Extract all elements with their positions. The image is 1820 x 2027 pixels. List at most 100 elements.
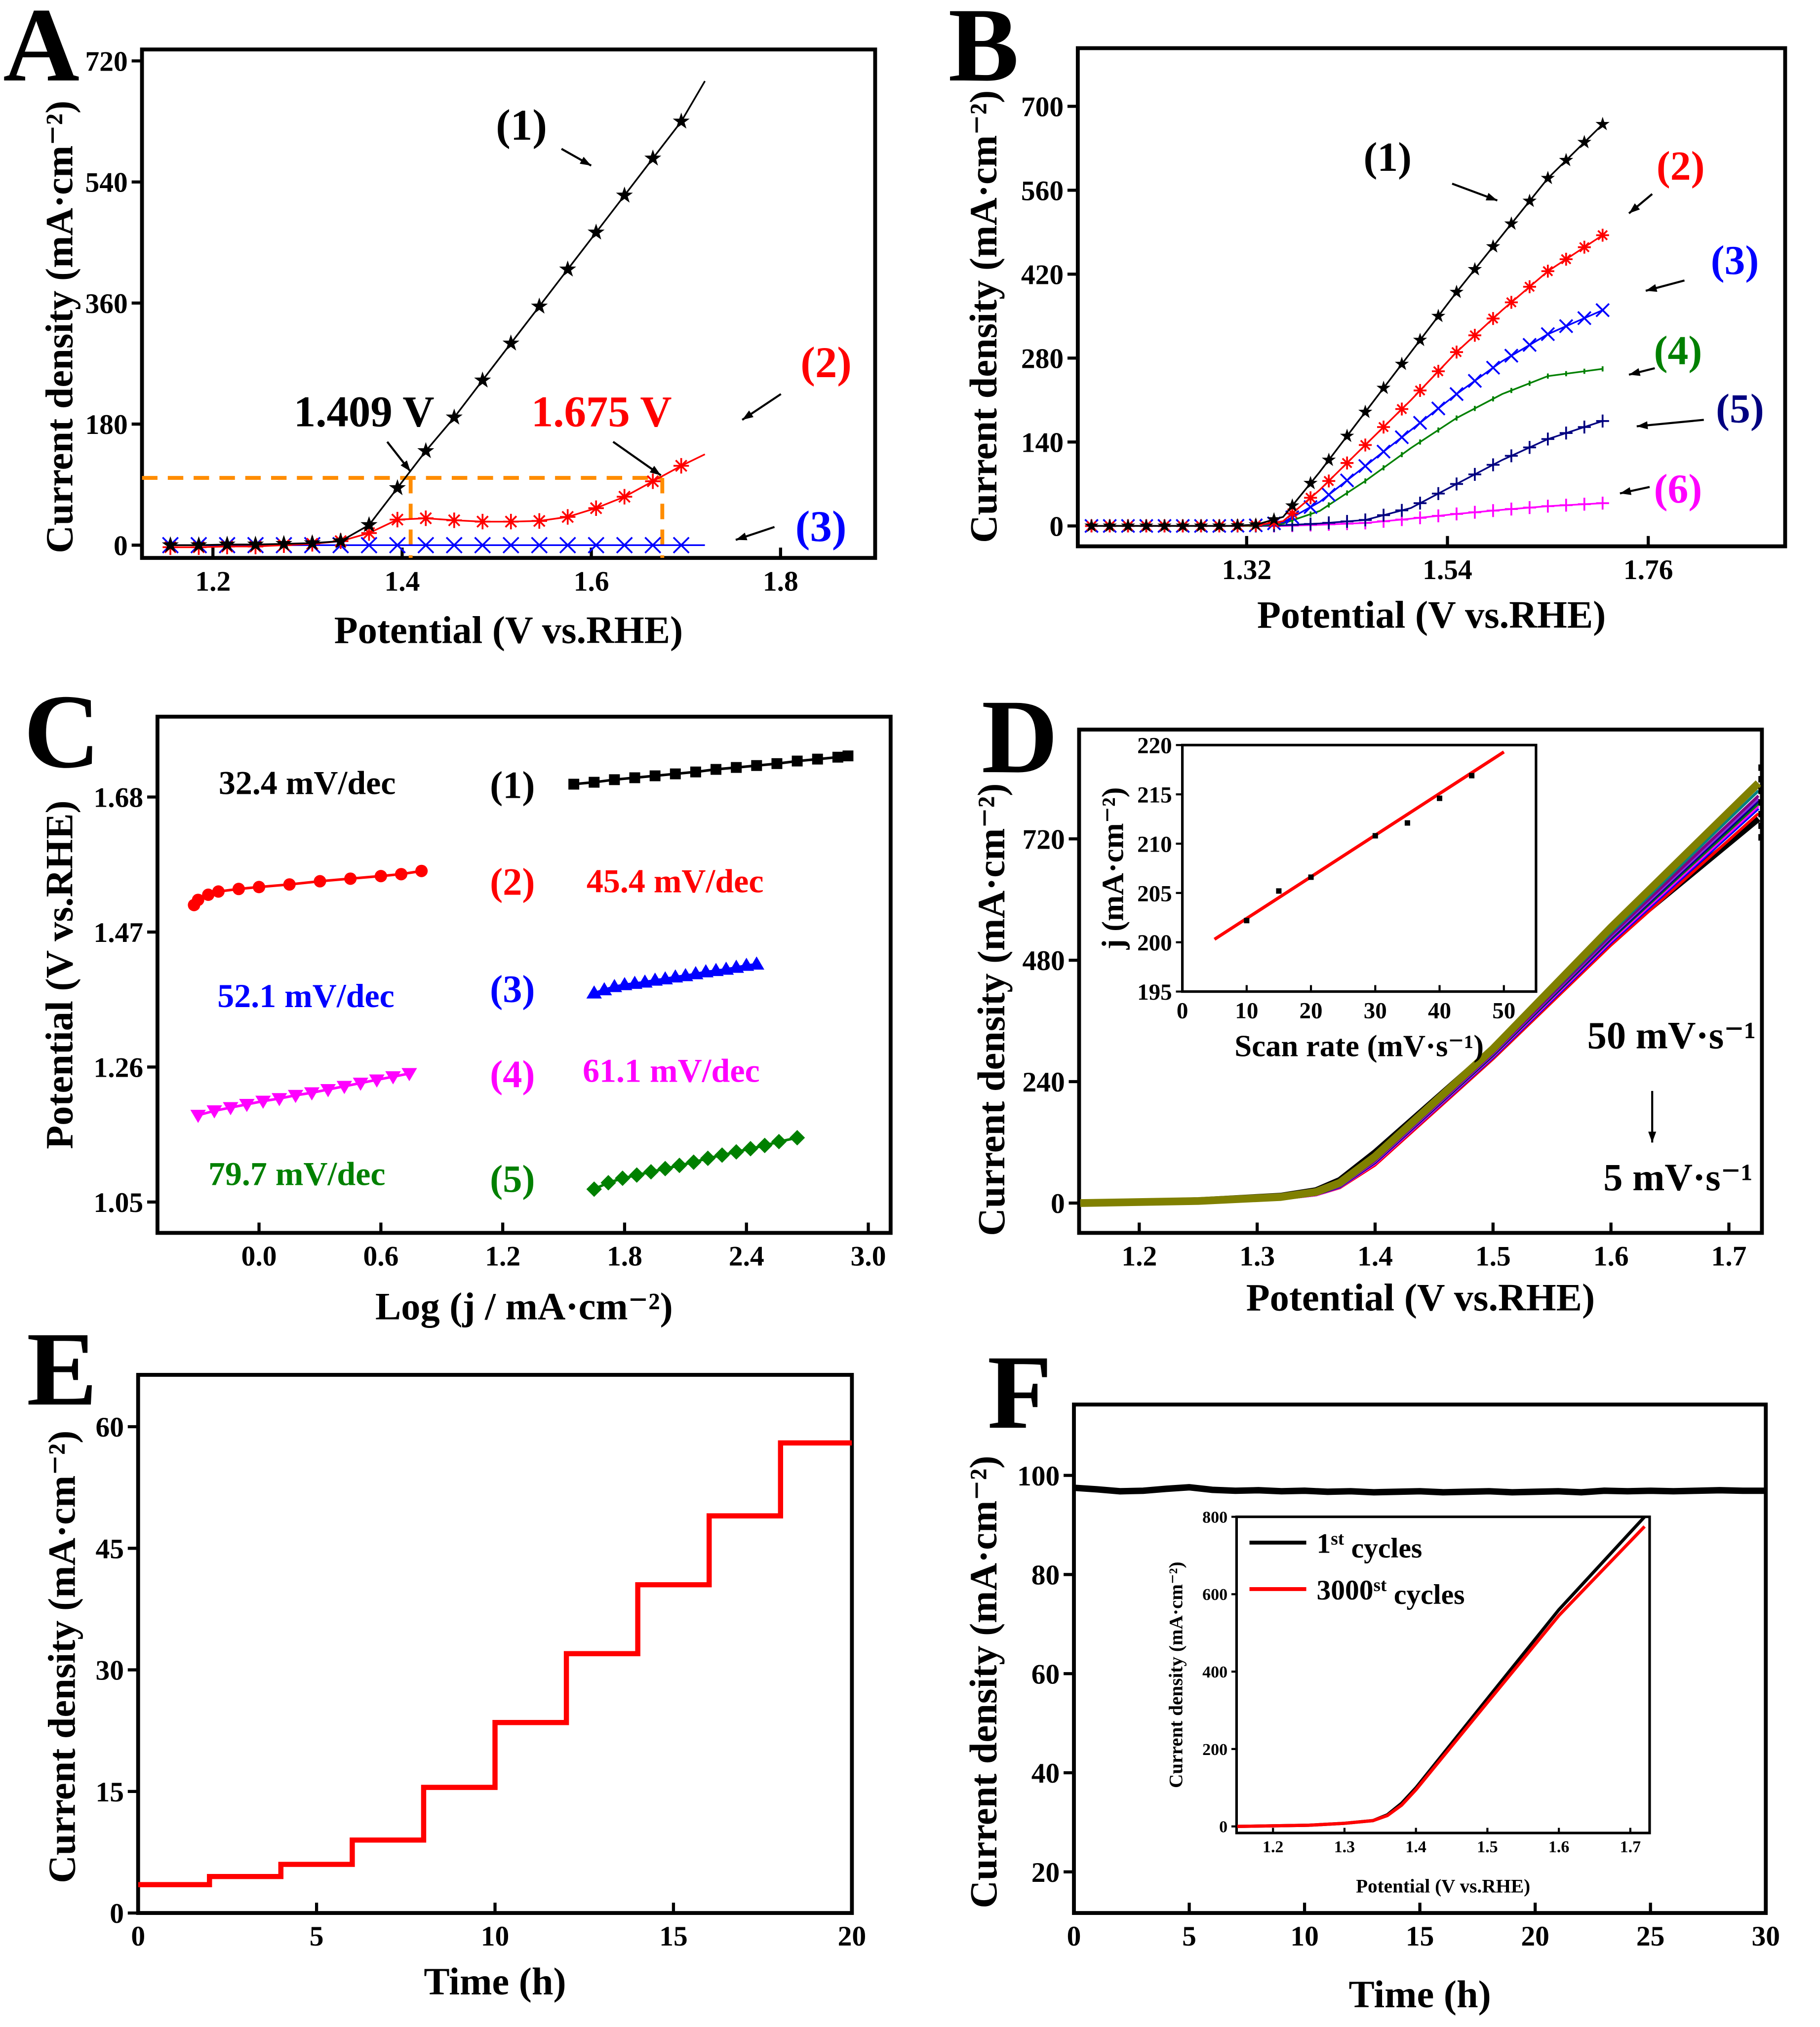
B-data-point	[1450, 507, 1464, 521]
F-x-tick-label: 15	[1406, 1921, 1434, 1952]
C-data-point	[314, 875, 326, 888]
A-data-point	[475, 513, 490, 530]
B-y-tick-label: 0	[1049, 511, 1064, 543]
A-data-point	[673, 458, 689, 474]
B-data-point	[1340, 473, 1354, 488]
B-data-point	[1541, 265, 1554, 278]
B-data-point	[1577, 135, 1592, 149]
F-panel-letter: F	[988, 1334, 1052, 1451]
C-fit-line	[193, 869, 422, 906]
C-x-tick-label: 0.0	[241, 1241, 277, 1272]
D-inset-x-axis-label: Scan rate (mV·s⁻¹)	[1234, 1028, 1484, 1063]
C-data-point	[589, 777, 600, 788]
C-data-point	[202, 888, 215, 901]
E-x-tick-label: 10	[481, 1921, 510, 1952]
B-data-point	[1304, 517, 1317, 531]
A-data-point	[588, 537, 605, 554]
A-data-point	[304, 534, 321, 550]
B-data-point	[1413, 333, 1427, 347]
C-data-point	[812, 753, 823, 765]
B-data-point	[1431, 365, 1445, 378]
A-x-axis-label: Potential (V vs.RHE)	[334, 609, 683, 652]
B-x-tick-label: 1.54	[1423, 554, 1472, 585]
A-x-tick-label: 1.4	[385, 566, 420, 597]
D-inset-x-tick-label: 20	[1300, 998, 1323, 1024]
B-data-point	[1504, 503, 1518, 516]
A-y-tick-label: 720	[85, 46, 128, 77]
F-x-tick-label: 0	[1067, 1921, 1081, 1952]
C-x-tick-label: 1.2	[485, 1241, 520, 1272]
C-x-tick-label: 3.0	[851, 1241, 886, 1272]
A-data-point	[446, 512, 462, 528]
B-data-point	[1486, 360, 1501, 375]
B-data-point	[1467, 262, 1482, 275]
D-y-axis-label: Current density (mA·cm⁻²)	[970, 783, 1013, 1236]
E-y-tick-label: 30	[95, 1655, 124, 1686]
C-tafel-slope-label: 79.7 mV/dec	[208, 1155, 386, 1193]
D-inset-data-point	[1469, 773, 1475, 779]
B-data-point	[1175, 518, 1190, 532]
C-data-point	[600, 1175, 616, 1191]
A-data-point	[559, 260, 576, 277]
F-x-tick-label: 25	[1636, 1921, 1665, 1952]
B-data-point	[1486, 312, 1500, 325]
B-data-point	[1322, 474, 1336, 488]
F-series-line	[1074, 1484, 1766, 1496]
C-data-point	[686, 1154, 702, 1170]
B-arrow-head	[1629, 203, 1640, 214]
E-y-tick-label: 45	[95, 1533, 124, 1564]
A-arrow-head	[649, 466, 661, 475]
E-step-line	[138, 1440, 852, 1887]
E-plot-frame	[136, 1373, 854, 1915]
F-inset-x-tick-label: 1.3	[1334, 1838, 1355, 1856]
D-inset-plot-frame	[1181, 743, 1538, 993]
E-x-tick-label: 15	[659, 1921, 688, 1952]
A-data-point	[275, 535, 293, 551]
D-x-tick-label: 1.3	[1239, 1241, 1275, 1272]
A-data-point	[502, 334, 519, 351]
C-y-tick-label: 1.68	[94, 782, 144, 814]
D-inset-data-point	[1276, 888, 1282, 894]
C-series-label: (3)	[490, 967, 535, 1010]
B-data-point	[1304, 491, 1317, 505]
F-y-tick-label: 100	[1017, 1461, 1060, 1492]
A-data-point	[417, 442, 435, 459]
A-data-point	[389, 479, 406, 496]
C-data-point	[253, 881, 266, 894]
B-data-point	[1449, 387, 1464, 401]
C-data-point	[395, 868, 408, 881]
C-data-point	[832, 751, 843, 763]
D-inset-y-tick-label: 205	[1137, 881, 1172, 906]
D-inset-data-point	[1437, 795, 1443, 801]
C-panel-letter: C	[24, 673, 100, 790]
D-y-tick-label: 0	[1051, 1188, 1065, 1219]
C-data-point	[353, 1078, 368, 1091]
B-data-point	[1577, 311, 1592, 325]
D-inset-y-tick-label: 200	[1137, 930, 1172, 956]
B-data-point	[1413, 497, 1427, 510]
C-data-point	[629, 1167, 645, 1183]
C-series-(5)	[586, 1130, 805, 1197]
B-series-(3)	[1084, 303, 1610, 533]
B-data-point	[1377, 508, 1390, 522]
C-data-point	[336, 1081, 353, 1094]
B-data-point	[1139, 518, 1153, 532]
F-x-axis-label: Time (h)	[1348, 1973, 1491, 2016]
B-series-label: (4)	[1654, 328, 1702, 374]
B-data-point	[1523, 501, 1536, 514]
A-series-line	[170, 80, 706, 546]
C-data-point	[255, 1095, 271, 1109]
C-data-point	[568, 779, 580, 790]
B-data-point	[1359, 438, 1372, 452]
C-data-point	[232, 883, 245, 896]
C-data-point	[344, 872, 357, 885]
B-data-point	[1541, 170, 1555, 185]
C-series-label: (2)	[490, 860, 535, 903]
D-inset-y-tick-label: 220	[1137, 733, 1172, 759]
C-plot-frame	[156, 714, 893, 1235]
B-data-point	[1523, 280, 1536, 293]
B-data-point	[1486, 458, 1500, 471]
D-inset-x-tick-label: 10	[1235, 998, 1258, 1024]
C-data-point	[842, 750, 854, 762]
B-data-point	[1376, 444, 1391, 459]
